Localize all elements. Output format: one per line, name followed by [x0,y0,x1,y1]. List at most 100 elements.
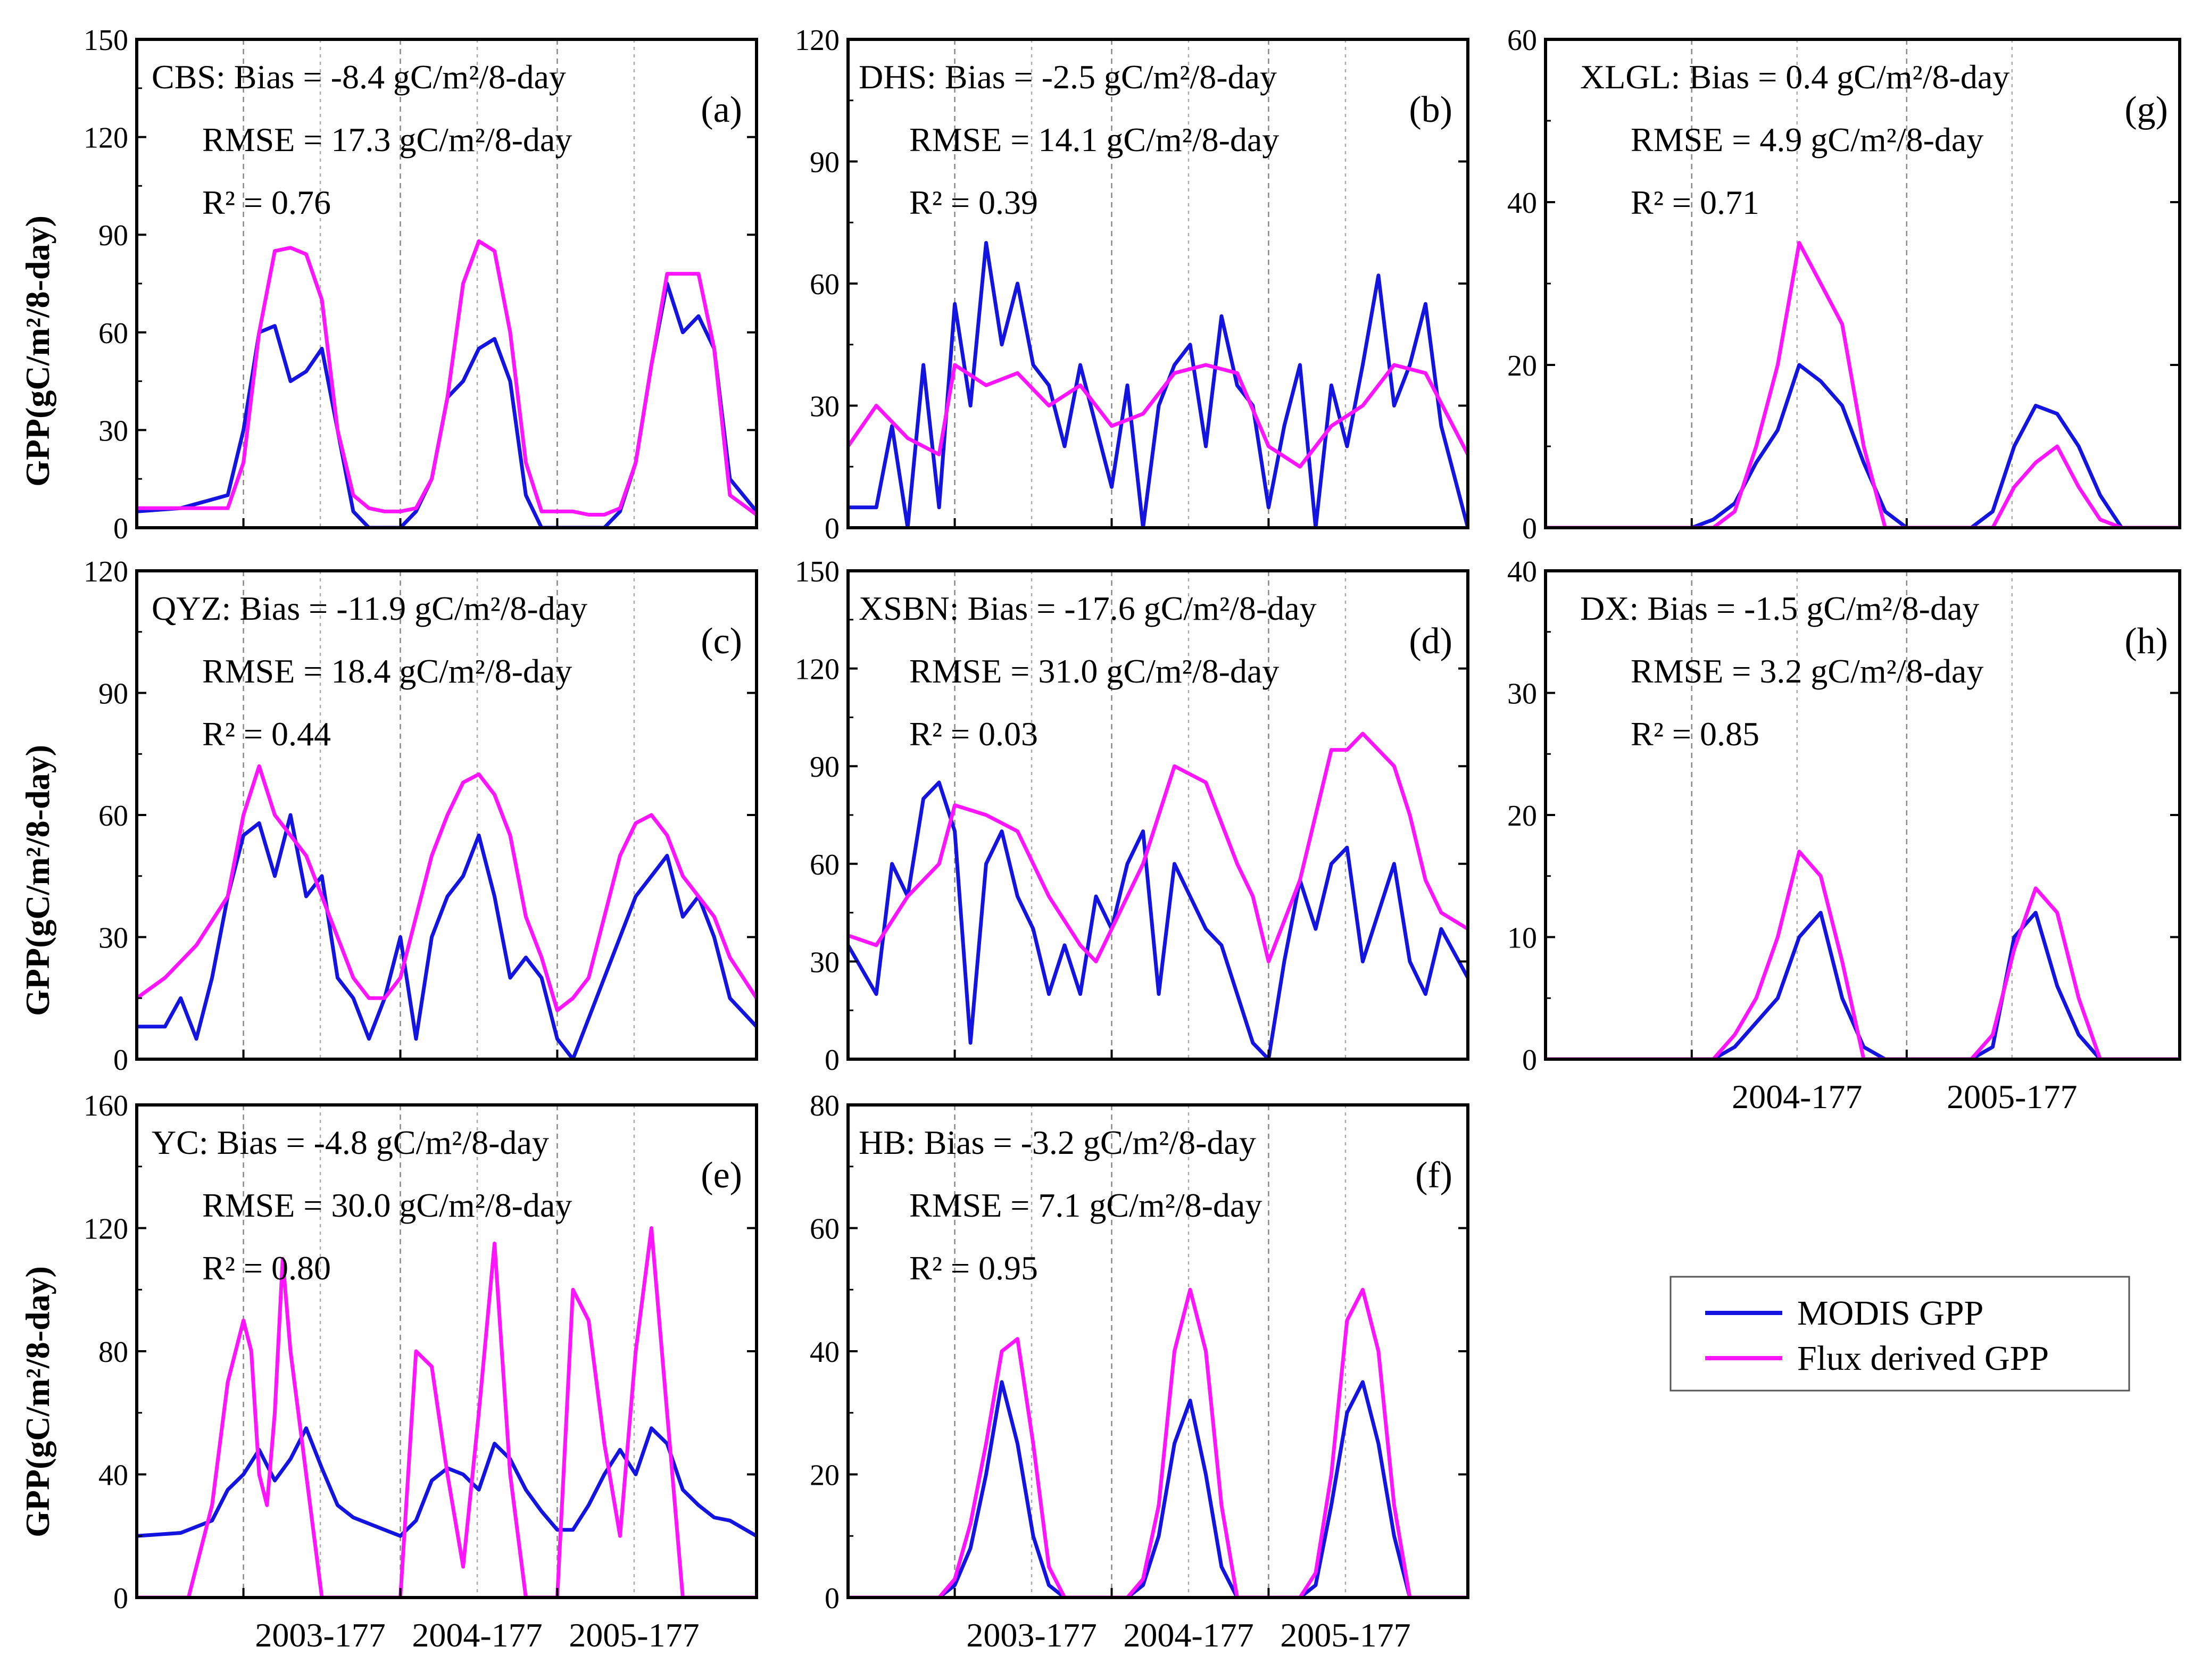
y-axis-title-row2: GPP(gC/m²/8-day) [19,745,56,1016]
y-tick-label: 20 [1507,350,1537,382]
legend-box [1669,1276,2130,1392]
modis-gpp-line-g [1546,363,2180,528]
y-tick-label: 120 [795,653,840,686]
flux-gpp-line-d [848,731,1468,963]
bias-annotation: HB: Bias = -3.2 gC/m²/8-day [859,1124,1256,1161]
bias-annotation: YC: Bias = -4.8 gC/m²/8-day [152,1124,549,1161]
panel-c: 0 30 60 90 120 QYZ: Bias = -11.9 gC/m²/8-day R… [84,555,758,1077]
flux-gpp-line-g [1546,241,2180,528]
y-tick-label: 40 [98,1459,128,1492]
panel-h: 0 10 20 30 40 2004-177 2005-177 DX: Bias = -1.5… [1507,555,2181,1116]
y-tick-label: 40 [1507,555,1537,588]
r2-annotation: R² = 0.95 [909,1249,1038,1287]
x-category-label: 2003-177 [966,1616,1096,1654]
modis-gpp-line-f [848,1380,1468,1598]
y-tick-label: 60 [810,849,840,881]
y-tick-label: 60 [810,268,840,301]
panel-letter: (f) [1415,1155,1452,1196]
x-category-label: 2005-177 [569,1616,699,1654]
r2-annotation: R² = 0.03 [909,715,1038,753]
y-tick-label: 90 [98,678,128,711]
modis-gpp-line-d [848,780,1468,1059]
x-category-label: 2004-177 [412,1616,542,1654]
r2-annotation: R² = 0.44 [202,715,331,753]
y-tick-label: 120 [84,1213,128,1246]
y-tick-label: 90 [98,219,128,252]
rmse-annotation: RMSE = 14.1 gC/m²/8-day [909,121,1279,159]
r2-annotation: R² = 0.39 [909,184,1038,221]
y-tick-label: 30 [1507,678,1537,711]
plot-frame-f [846,1103,1469,1599]
panel-a: 0 30 60 90 120 150 CBS: Bias = -8.4 gC/m²/8-da… [84,24,758,545]
y-tick-label: 0 [825,1582,840,1615]
panel-letter: (d) [1409,621,1452,662]
y-tick-label: 60 [98,800,128,833]
r2-annotation: R² = 0.85 [1631,715,1759,753]
y-tick-label: 0 [825,512,840,545]
r2-annotation: R² = 0.71 [1631,184,1759,221]
y-tick-label: 40 [1507,187,1537,220]
y-tick-label: 80 [810,1089,840,1122]
bias-annotation: DHS: Bias = -2.5 gC/m²/8-day [859,58,1277,96]
modis-gpp-line-c [137,813,757,1059]
y-tick-label: 60 [810,1213,840,1246]
y-tick-label: 90 [810,751,840,784]
y-tick-label: 120 [84,555,128,588]
panel-letter: (h) [2124,621,2168,662]
flux-gpp-line-h [1546,850,2180,1059]
y-tick-label: 0 [113,1044,128,1077]
x-category-label: 2005-177 [1947,1078,2077,1116]
panel-letter: (e) [701,1155,742,1196]
y-tick-label: 30 [810,946,840,979]
rmse-annotation: RMSE = 31.0 gC/m²/8-day [909,652,1279,690]
flux-gpp-line-b [848,363,1468,469]
y-tick-label: 150 [795,555,840,588]
x-category-label: 2004-177 [1732,1078,1862,1116]
flux-gpp-line-c [137,764,757,1012]
plot-frame-g [1544,38,2181,529]
plot-frame-h [1544,569,2181,1061]
y-tick-label: 30 [98,922,128,955]
y-tick-label: 0 [113,512,128,545]
rmse-annotation: RMSE = 18.4 gC/m²/8-day [202,652,572,690]
r2-annotation: R² = 0.80 [202,1249,331,1287]
modis-gpp-line-e [137,1426,757,1538]
flux-gpp-line-a [137,239,757,517]
y-tick-label: 0 [1522,512,1537,545]
r2-annotation: R² = 0.76 [202,184,331,221]
y-tick-label: 0 [825,1044,840,1077]
y-tick-label: 60 [1507,24,1537,57]
legend-flux-label: Flux derived GPP [1797,1339,2049,1378]
panel-letter: (b) [1409,89,1452,130]
y-tick-label: 30 [810,390,840,423]
panel-e: 0 40 80 120 160 2003-177 2004-177 2005-177 YC: B… [84,1089,758,1654]
y-tick-label: 90 [810,146,840,179]
rmse-annotation: RMSE = 30.0 gC/m²/8-day [202,1186,572,1224]
rmse-annotation: RMSE = 17.3 gC/m²/8-day [202,121,572,159]
panel-g: 0 20 40 60 XLGL: Bias = 0.4 gC/m²/8-day RMSE … [1507,24,2181,545]
flux-gpp-line-e [137,1226,757,1598]
y-tick-label: 30 [98,414,128,447]
flux-gpp-line-f [848,1287,1468,1598]
modis-gpp-line-b [848,241,1468,528]
rmse-annotation: RMSE = 4.9 gC/m²/8-day [1631,121,1983,159]
y-tick-label: 0 [1522,1044,1537,1077]
panel-letter: (a) [701,89,742,130]
y-axis-title-row3: GPP(gC/m²/8-day) [19,1266,56,1537]
y-tick-label: 150 [84,24,128,57]
panel-letter: (g) [2124,89,2168,130]
rmse-annotation: RMSE = 7.1 gC/m²/8-day [909,1186,1262,1224]
bias-annotation: DX: Bias = -1.5 gC/m²/8-day [1580,589,1979,627]
legend: MODIS GPP Flux derived GPP [1669,1276,2130,1392]
bias-annotation: QYZ: Bias = -11.9 gC/m²/8-day [152,589,587,627]
modis-gpp-line-h [1546,911,2180,1059]
bias-annotation: CBS: Bias = -8.4 gC/m²/8-day [152,58,566,96]
plot-frame-b [846,38,1469,529]
panel-d: 0 30 60 90 120 150 XSBN: Bias = -17.6 gC/m²/8-… [795,555,1469,1077]
bias-annotation: XLGL: Bias = 0.4 gC/m²/8-day [1580,58,2009,96]
panel-letter: (c) [701,621,742,662]
y-tick-label: 80 [98,1336,128,1369]
legend-modis-label: MODIS GPP [1797,1294,1983,1333]
panel-b: 0 30 60 90 120 DHS: Bias = -2.5 gC/m²/8-day RM… [795,24,1469,545]
